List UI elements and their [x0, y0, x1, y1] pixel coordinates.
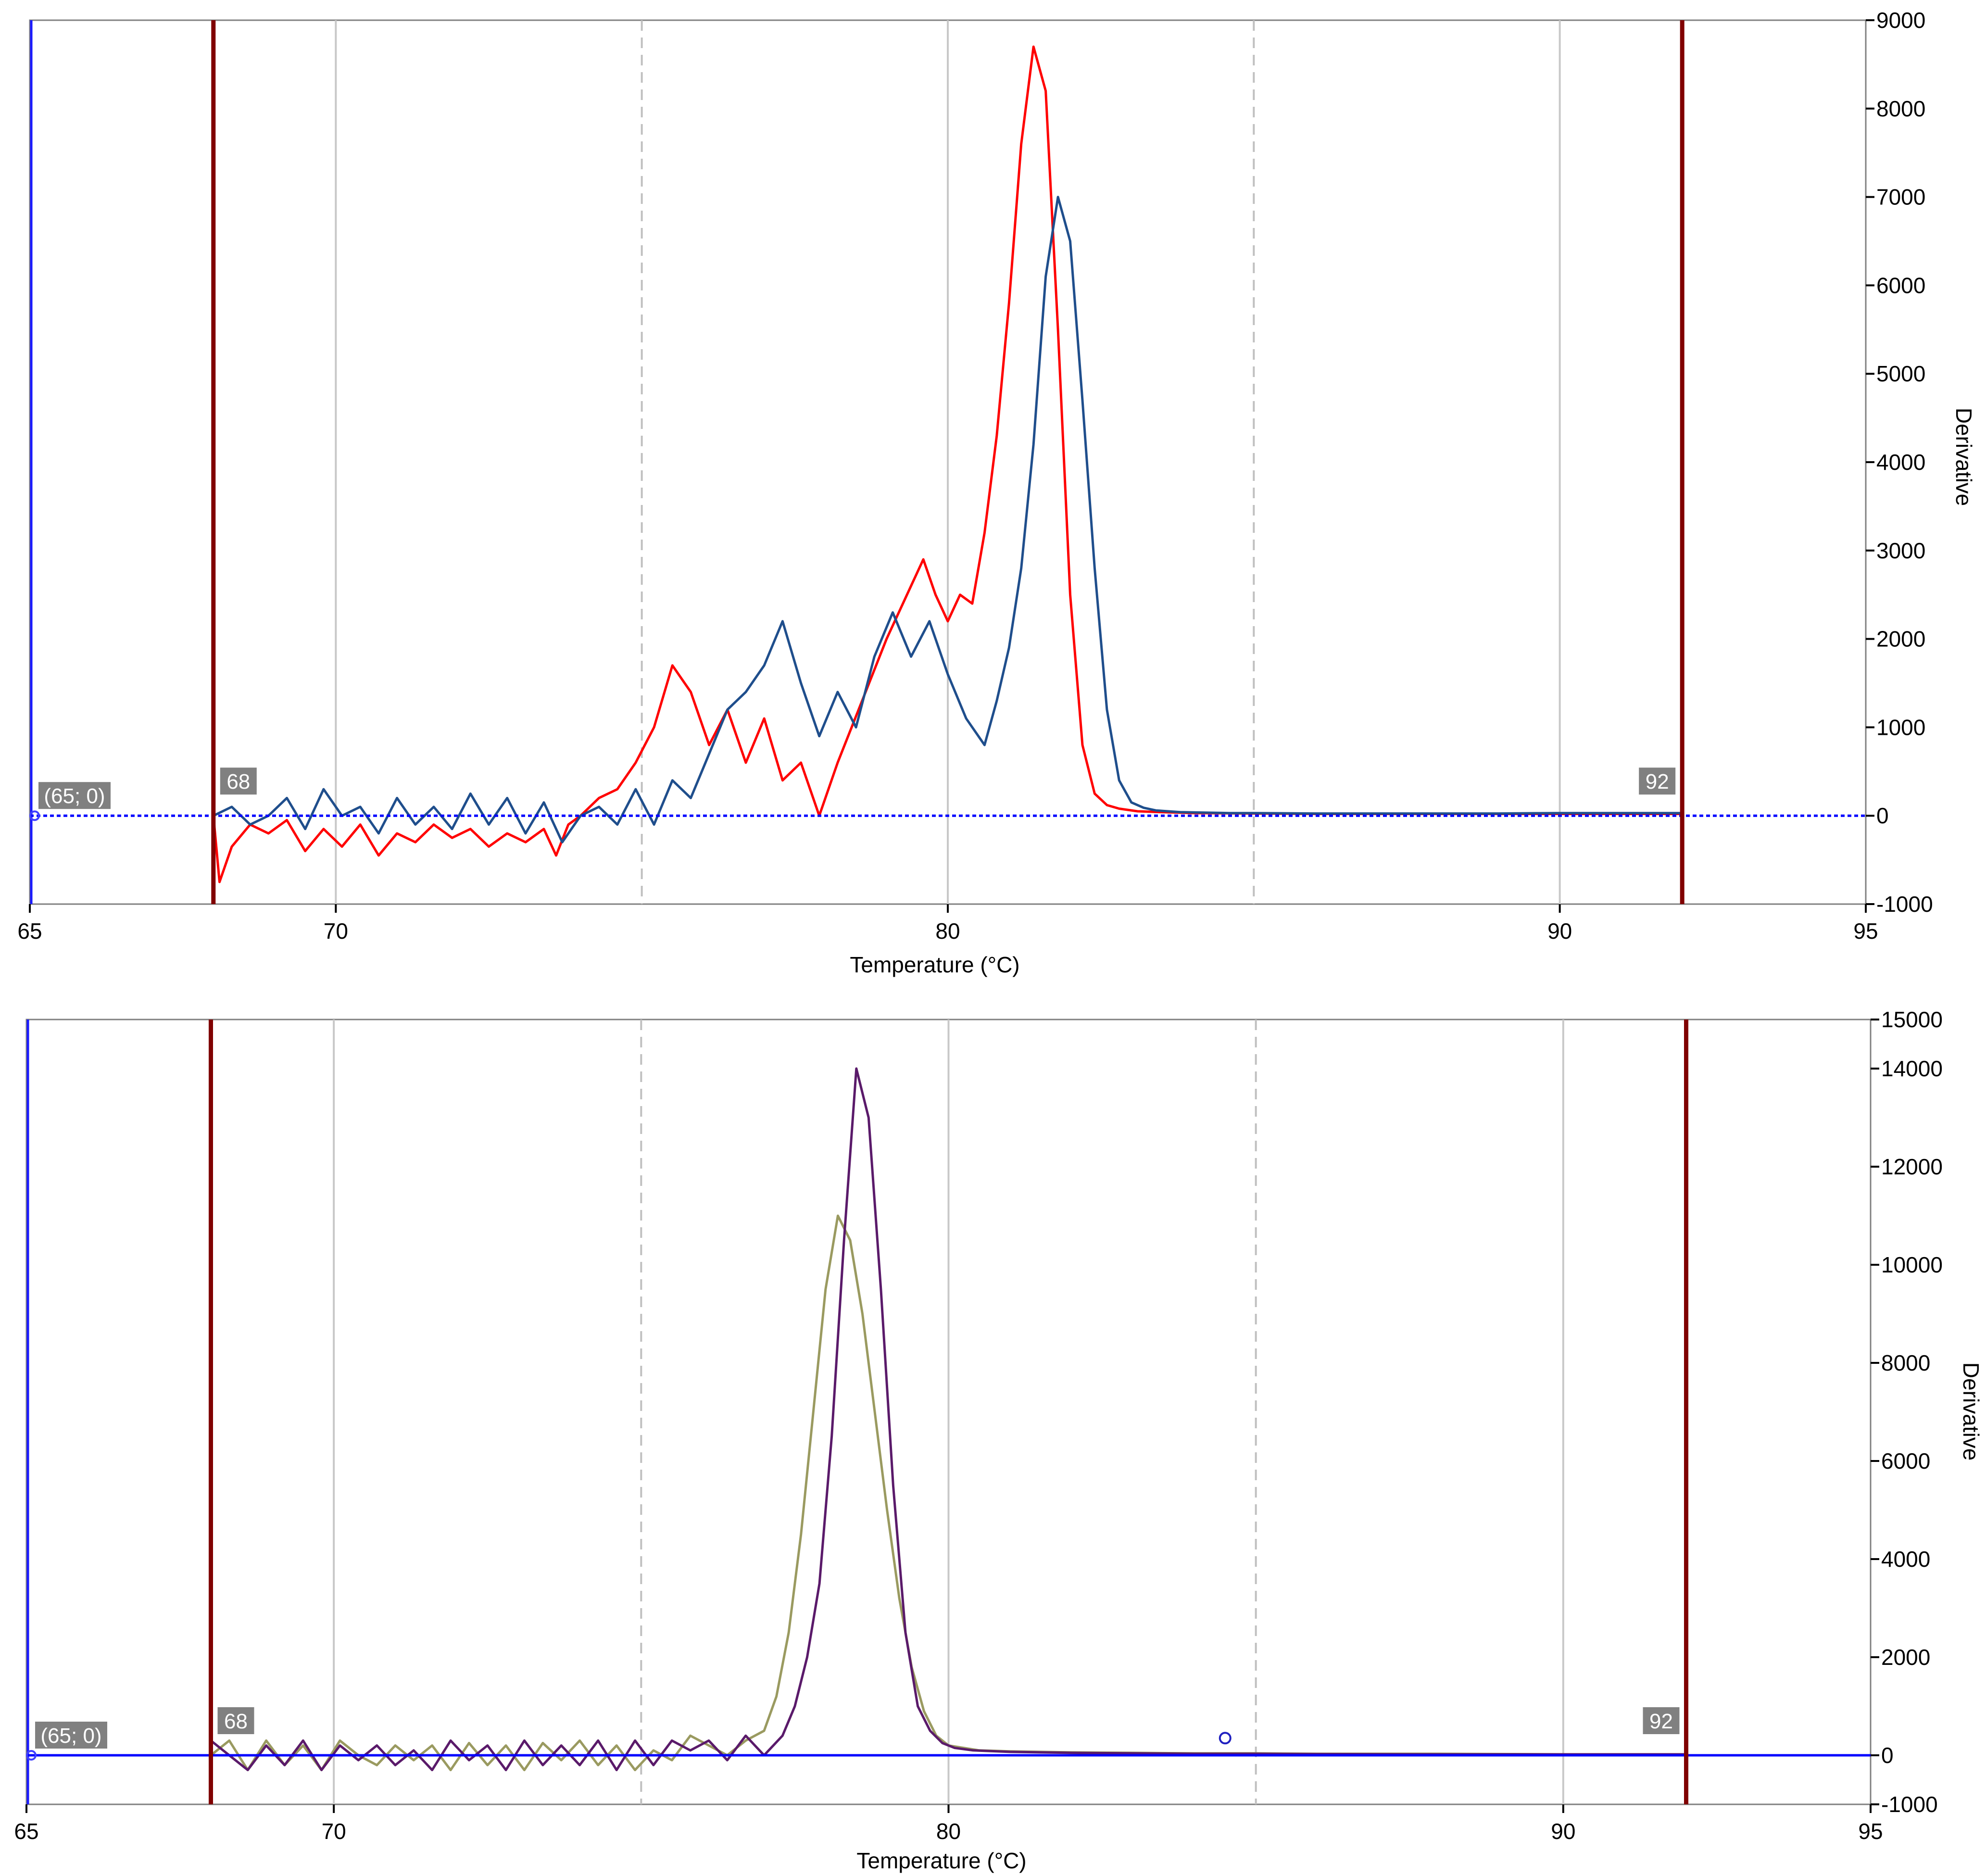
top-x-tick-label: 80	[935, 919, 960, 944]
bottom-limit-label-92: 92	[1649, 1710, 1673, 1733]
bottom-x-tick-label: 65	[14, 1819, 38, 1844]
bottom-y-tick-label: 14000	[1881, 1056, 1943, 1081]
top-y-tick-label: -1000	[1876, 892, 1933, 917]
bottom-x-tick-label: 95	[1858, 1819, 1883, 1844]
bottom-x-tick-label: 70	[322, 1819, 346, 1844]
top-melt-chart: Temperature (°C) Derivative 65 70 80 90 95-1…	[17, 8, 1976, 977]
top-y-tick-label: 4000	[1876, 450, 1925, 475]
top-x-tick-label: 65	[17, 919, 42, 944]
top-origin-label-box	[38, 782, 111, 809]
bottom-origin-label-box	[35, 1722, 107, 1749]
bottom-y-axis-title: Derivative	[1959, 1362, 1984, 1461]
top-limit-label-box-92	[1639, 768, 1676, 795]
top-x-axis-title: Temperature (°C)	[850, 952, 1019, 977]
bottom-y-tick-label: 0	[1881, 1743, 1894, 1768]
top-origin-handle	[29, 810, 40, 821]
bottom-x-axis-title: Temperature (°C)	[856, 1848, 1026, 1873]
bottom-x-tick-label: 80	[936, 1819, 961, 1844]
top-y-axis-title: Derivative	[1951, 408, 1976, 506]
bottom-marker-point	[1219, 1732, 1232, 1745]
top-y-tick-label: 1000	[1876, 715, 1925, 740]
bottom-y-tick-label: 10000	[1881, 1252, 1943, 1277]
top-x-tick-label: 70	[324, 919, 348, 944]
bottom-melt-chart: Temperature (°C) Derivative 65 70 80 90 95-1…	[14, 1007, 1984, 1873]
top-limit-label-box-68	[220, 768, 257, 795]
top-x-tick-label: 90	[1547, 919, 1572, 944]
top-series-line-1	[212, 45, 1683, 883]
top-y-tick-label: 6000	[1876, 273, 1925, 298]
bottom-limit-label-box-68	[217, 1707, 254, 1734]
bottom-origin-handle	[26, 1750, 37, 1761]
bottom-limit-label-box-92	[1643, 1707, 1680, 1734]
bottom-plot-background-layer	[25, 1019, 1872, 1805]
top-x-tick-label: 95	[1853, 919, 1878, 944]
top-y-tick-label: 7000	[1876, 185, 1925, 210]
bottom-y-tick-label: 4000	[1881, 1547, 1930, 1572]
bottom-y-tick-label: 12000	[1881, 1154, 1943, 1179]
top-plot-background-layer	[29, 19, 1867, 905]
bottom-y-tick-label: 2000	[1881, 1645, 1930, 1670]
bottom-y-tick-label: 15000	[1881, 1007, 1943, 1032]
top-y-tick-label: 8000	[1876, 96, 1925, 121]
bottom-origin-label: (65; 0)	[40, 1724, 101, 1748]
top-y-tick-label: 9000	[1876, 8, 1925, 33]
bottom-y-tick-label: -1000	[1881, 1792, 1938, 1817]
top-limit-label-68: 68	[226, 770, 250, 793]
top-origin-label: (65; 0)	[44, 784, 105, 808]
top-y-tick-label: 0	[1876, 803, 1889, 828]
top-series-line-2	[213, 196, 1683, 844]
top-y-tick-label: 5000	[1876, 361, 1925, 386]
bottom-y-tick-label: 8000	[1881, 1350, 1930, 1375]
top-y-tick-label: 3000	[1876, 538, 1925, 563]
bottom-y-tick-label: 6000	[1881, 1448, 1930, 1473]
bottom-x-tick-label: 90	[1551, 1819, 1575, 1844]
top-y-tick-label: 2000	[1876, 627, 1925, 652]
top-limit-label-92: 92	[1646, 770, 1669, 793]
bottom-limit-label-68: 68	[224, 1710, 248, 1733]
bottom-series-line-2	[210, 1067, 1686, 1772]
